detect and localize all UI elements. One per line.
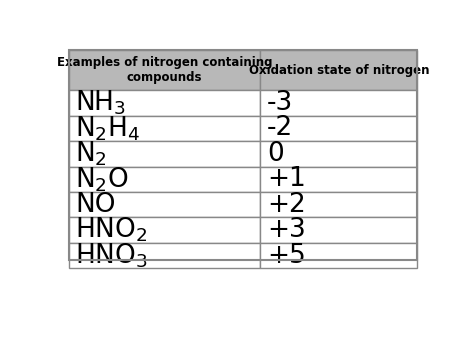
- Bar: [69, 90, 260, 116]
- Text: +3: +3: [267, 217, 306, 243]
- Bar: [69, 116, 260, 141]
- Text: N$_2$: N$_2$: [75, 140, 107, 168]
- Text: +5: +5: [267, 242, 306, 268]
- Text: +1: +1: [267, 166, 306, 192]
- Text: NH$_3$: NH$_3$: [75, 89, 126, 117]
- Text: N$_2$H$_4$: N$_2$H$_4$: [75, 114, 140, 143]
- Bar: [260, 90, 417, 116]
- Bar: [69, 243, 260, 268]
- Bar: [260, 166, 417, 192]
- Bar: [69, 141, 260, 166]
- Bar: [260, 217, 417, 243]
- Text: 0: 0: [267, 141, 284, 167]
- Text: NO: NO: [75, 192, 116, 218]
- Bar: [69, 50, 417, 260]
- Text: HNO$_2$: HNO$_2$: [75, 216, 148, 244]
- Text: -3: -3: [267, 90, 293, 116]
- Text: HNO$_3$: HNO$_3$: [75, 241, 148, 270]
- Text: -2: -2: [267, 115, 293, 141]
- Text: Examples of nitrogen containing
compounds: Examples of nitrogen containing compound…: [57, 56, 272, 84]
- Bar: [69, 192, 260, 217]
- Bar: [69, 166, 260, 192]
- Bar: [69, 217, 260, 243]
- Text: +2: +2: [267, 192, 306, 218]
- Text: N$_2$O: N$_2$O: [75, 165, 129, 193]
- Bar: [69, 50, 260, 90]
- Bar: [260, 50, 417, 90]
- Bar: [260, 141, 417, 166]
- Text: Oxidation state of nitrogen: Oxidation state of nitrogen: [248, 64, 429, 77]
- Bar: [260, 243, 417, 268]
- Bar: [260, 116, 417, 141]
- Bar: [260, 192, 417, 217]
